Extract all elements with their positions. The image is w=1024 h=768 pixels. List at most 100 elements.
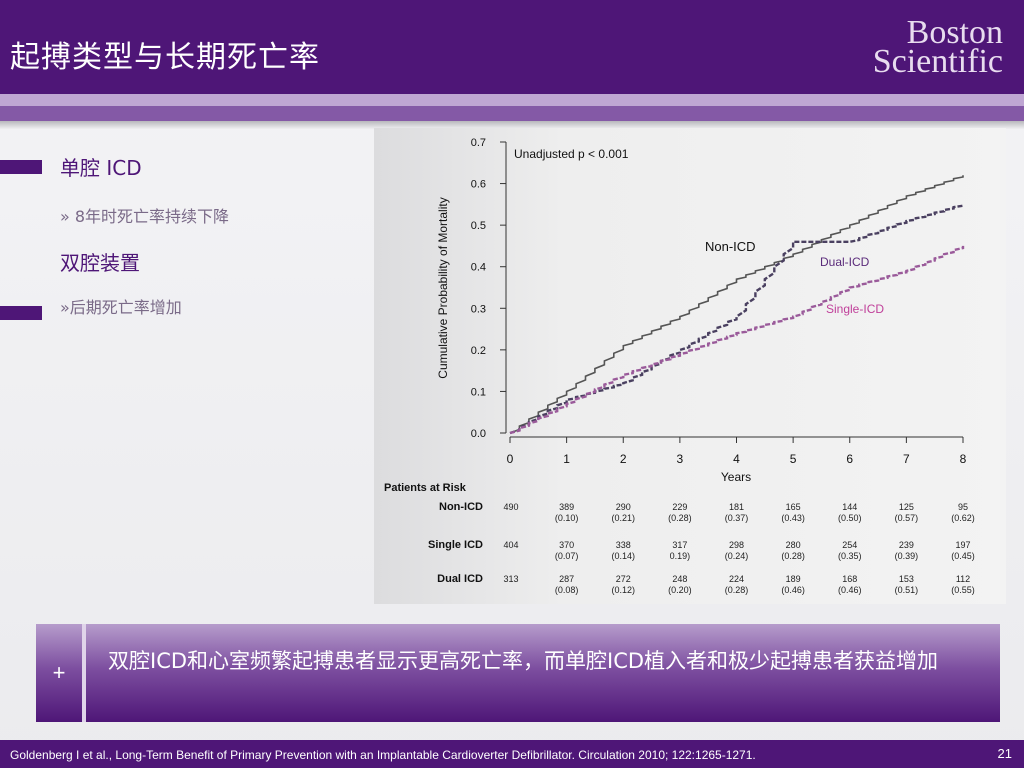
y-tick-label: 0.3 bbox=[471, 303, 486, 315]
risk-probability: (0.57) bbox=[895, 513, 919, 523]
risk-table-title: Patients at Risk bbox=[384, 482, 467, 494]
header-band bbox=[0, 106, 1024, 121]
risk-probability: (0.51) bbox=[895, 585, 919, 595]
x-tick-label: 5 bbox=[790, 452, 797, 466]
risk-count: 298 bbox=[729, 540, 744, 550]
x-tick-label: 0 bbox=[507, 452, 514, 466]
x-axis-label: Years bbox=[721, 470, 751, 484]
bullet-marker bbox=[0, 160, 42, 174]
risk-count: 490 bbox=[503, 502, 518, 512]
label-dual-icd: Dual-ICD bbox=[820, 255, 870, 269]
risk-count: 153 bbox=[899, 574, 914, 584]
risk-probability: (0.55) bbox=[951, 585, 975, 595]
p-value-annotation: Unadjusted p < 0.001 bbox=[514, 147, 629, 161]
risk-probability: (0.46) bbox=[781, 585, 805, 595]
risk-count: 280 bbox=[786, 540, 801, 550]
risk-probability: (0.28) bbox=[725, 585, 749, 595]
x-tick-label: 6 bbox=[846, 452, 853, 466]
risk-count: 224 bbox=[729, 574, 744, 584]
bullet-heading: 双腔装置 bbox=[60, 251, 140, 275]
risk-count: 313 bbox=[503, 574, 518, 584]
risk-row-label: Single ICD bbox=[428, 539, 483, 551]
risk-probability: (0.46) bbox=[838, 585, 862, 595]
risk-count: 404 bbox=[503, 540, 518, 550]
risk-count: 197 bbox=[955, 540, 970, 550]
y-axis-label: Cumulative Probability of Mortality bbox=[436, 197, 450, 378]
risk-count: 125 bbox=[899, 502, 914, 512]
x-tick-label: 3 bbox=[677, 452, 684, 466]
y-tick-label: 0.6 bbox=[471, 179, 486, 191]
risk-count: 248 bbox=[672, 574, 687, 584]
x-tick-label: 8 bbox=[960, 452, 967, 466]
risk-probability: (0.24) bbox=[725, 551, 749, 561]
risk-count: 254 bbox=[842, 540, 857, 550]
series-line-single-icd bbox=[509, 245, 965, 435]
label-single-icd: Single-ICD bbox=[826, 302, 884, 316]
boston-scientific-logo: Boston Scientific bbox=[872, 14, 1003, 80]
citation: Goldenberg I et al., Long-Term Benefit o… bbox=[10, 748, 756, 762]
risk-probability: (0.12) bbox=[611, 585, 635, 595]
series-line-dual-icd bbox=[509, 204, 965, 435]
y-tick-label: 0.7 bbox=[471, 137, 486, 149]
risk-count: 144 bbox=[842, 502, 857, 512]
y-tick-label: 0.0 bbox=[471, 428, 486, 440]
label-non-icd: Non-ICD bbox=[705, 239, 756, 254]
callout-text: 双腔ICD和心室频繁起搏患者显示更高死亡率，而单腔ICD植入者和极少起搏患者获益… bbox=[108, 649, 939, 673]
risk-probability: (0.39) bbox=[895, 551, 919, 561]
y-tick-label: 0.4 bbox=[471, 262, 486, 274]
risk-count: 338 bbox=[616, 540, 631, 550]
risk-probability: (0.08) bbox=[555, 585, 579, 595]
page-number: 21 bbox=[997, 746, 1012, 761]
risk-count: 272 bbox=[616, 574, 631, 584]
callout-box: + 双腔ICD和心室频繁起搏患者显示更高死亡率，而单腔ICD植入者和极少起搏患者… bbox=[36, 624, 1000, 722]
risk-probability: (0.21) bbox=[611, 513, 635, 523]
risk-count: 370 bbox=[559, 540, 574, 550]
risk-probability: (0.28) bbox=[668, 513, 692, 523]
risk-count: 389 bbox=[559, 502, 574, 512]
risk-probability: (0.50) bbox=[838, 513, 862, 523]
risk-count: 317 bbox=[672, 540, 687, 550]
risk-probability: (0.20) bbox=[668, 585, 692, 595]
risk-count: 95 bbox=[958, 502, 968, 512]
header-shadow bbox=[0, 121, 1024, 129]
bullet-sub: » 8年时死亡率持续下降 bbox=[60, 207, 230, 226]
bullet-sub: »后期死亡率增加 bbox=[60, 298, 182, 317]
risk-count: 112 bbox=[956, 574, 970, 584]
risk-probability: (0.07) bbox=[555, 551, 579, 561]
risk-count: 168 bbox=[842, 574, 857, 584]
header-bar: 起搏类型与长期死亡率 Boston Scientific bbox=[0, 0, 1024, 94]
header-band bbox=[0, 94, 1024, 106]
series-line-non-icd bbox=[509, 175, 964, 434]
risk-probability: 0.19) bbox=[670, 551, 691, 561]
slide-title: 起搏类型与长期死亡率 bbox=[10, 40, 320, 75]
y-tick-label: 0.2 bbox=[471, 345, 486, 357]
risk-probability: (0.37) bbox=[725, 513, 749, 523]
risk-probability: (0.10) bbox=[555, 513, 579, 523]
risk-count: 229 bbox=[672, 502, 687, 512]
x-tick-label: 1 bbox=[563, 452, 570, 466]
risk-probability: (0.14) bbox=[611, 551, 635, 561]
plus-icon: + bbox=[36, 624, 86, 722]
risk-probability: (0.62) bbox=[951, 513, 975, 523]
risk-row-label: Dual ICD bbox=[437, 573, 483, 585]
y-tick-label: 0.5 bbox=[471, 220, 486, 232]
x-tick-label: 4 bbox=[733, 452, 740, 466]
risk-count: 290 bbox=[616, 502, 631, 512]
y-tick-label: 0.1 bbox=[471, 386, 486, 398]
risk-count: 239 bbox=[899, 540, 914, 550]
x-tick-label: 2 bbox=[620, 452, 627, 466]
chart-panel bbox=[374, 128, 1006, 604]
risk-count: 165 bbox=[786, 502, 801, 512]
risk-row-label: Non-ICD bbox=[439, 501, 483, 513]
x-tick-label: 7 bbox=[903, 452, 910, 466]
risk-probability: (0.43) bbox=[781, 513, 805, 523]
bullet-heading: 单腔 ICD bbox=[60, 156, 142, 180]
risk-count: 181 bbox=[729, 502, 744, 512]
risk-probability: (0.45) bbox=[951, 551, 975, 561]
footer: Goldenberg I et al., Long-Term Benefit o… bbox=[0, 740, 1024, 768]
risk-probability: (0.35) bbox=[838, 551, 862, 561]
risk-count: 189 bbox=[786, 574, 801, 584]
risk-probability: (0.28) bbox=[781, 551, 805, 561]
risk-count: 287 bbox=[559, 574, 574, 584]
